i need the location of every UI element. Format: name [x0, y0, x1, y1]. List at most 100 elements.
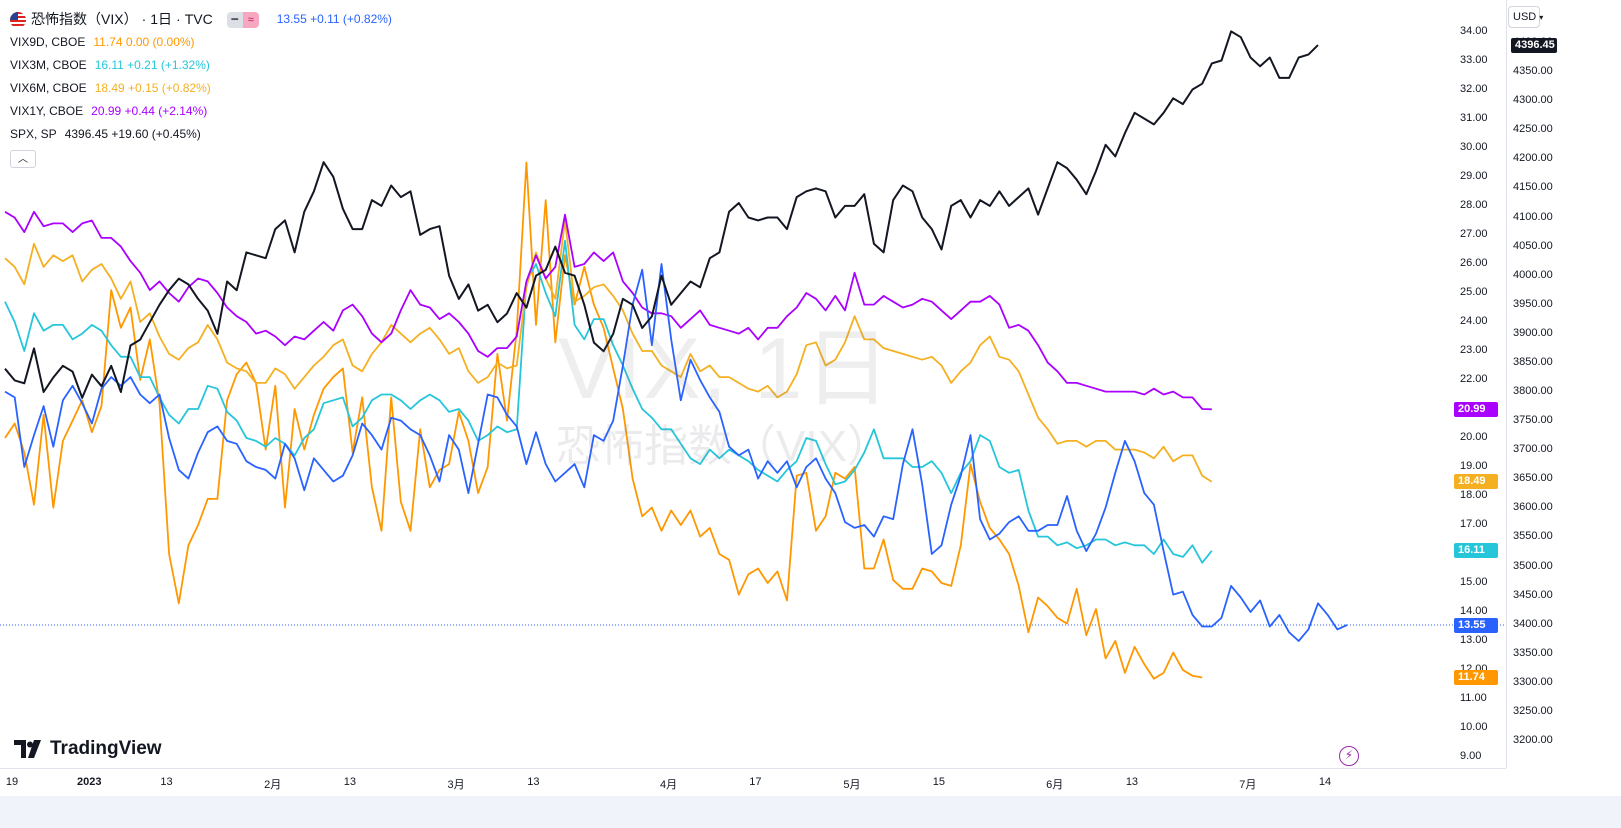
left-axis-tick: 33.00 — [1460, 54, 1488, 66]
x-axis-tick: 3月 — [447, 779, 465, 791]
main-quote: 13.55 +0.11 (+0.82%) — [276, 12, 392, 26]
name-watermark: 恐怖指数（VIX） — [556, 422, 891, 471]
right-axis-tick: 4250.00 — [1513, 123, 1553, 136]
legend-item[interactable]: SPX, SP 4396.45 +19.60 (+0.45%) — [10, 123, 392, 146]
wave-icon[interactable]: ≈ — [242, 11, 259, 28]
legend-quote: 16.11 +0.21 (+1.32%) — [94, 58, 210, 72]
left-axis-tick: 9.00 — [1460, 750, 1482, 762]
x-axis-tick: 14 — [1318, 776, 1332, 788]
separator-dot: · — [176, 11, 181, 27]
left-axis-tick: 19.00 — [1460, 460, 1488, 472]
right-axis-tick: 3450.00 — [1513, 588, 1553, 601]
price-tag-vix1y: 20.99 — [1454, 401, 1498, 417]
right-axis-tick: 3650.00 — [1513, 472, 1553, 485]
plot-area[interactable] — [0, 0, 1506, 768]
x-axis-tick: 4月 — [659, 779, 678, 791]
x-axis-tick: 17 — [749, 776, 762, 788]
legend: 恐怖指数（VIX） · 1日 · TVC ━ ≈ 13.55 +0.11 (+0… — [10, 8, 392, 168]
left-axis-tick: 15.00 — [1460, 576, 1488, 588]
indicator-pill[interactable]: ━ ≈ — [226, 11, 259, 28]
left-axis-tick: 31.00 — [1460, 112, 1488, 124]
series-line-vix9d[interactable] — [4, 161, 1203, 680]
series-line-vix3m[interactable] — [4, 239, 1213, 564]
left-axis-tick: 23.00 — [1460, 344, 1488, 356]
x-axis-tick: 13 — [527, 776, 540, 788]
us-flag-icon — [10, 11, 26, 28]
legend-quote: 11.74 0.00 (0.00%) — [93, 35, 195, 49]
exchange-label: TVC — [184, 11, 213, 27]
x-axis-tick: 2月 — [264, 779, 282, 791]
legend-item[interactable]: VIX9D, CBOE 11.74 0.00 (0.00%) — [10, 31, 392, 54]
left-axis-tick: 10.00 — [1460, 721, 1488, 733]
right-price-axis[interactable] — [1506, 0, 1621, 768]
series-line-vix[interactable] — [4, 263, 1348, 642]
series-line-vix6m[interactable] — [4, 219, 1213, 483]
price-tag-vix3m: 16.11 — [1454, 543, 1498, 559]
right-axis-tick: 4150.00 — [1513, 181, 1553, 194]
right-axis-tick: 3750.00 — [1513, 414, 1553, 427]
legend-symbol: VIX9D, CBOE — [10, 35, 86, 49]
left-axis-tick: 30.00 — [1460, 141, 1488, 153]
x-axis-tick: 6月 — [1046, 779, 1064, 791]
left-axis-tick: 29.00 — [1460, 170, 1488, 182]
legend-symbol: VIX3M, CBOE — [10, 58, 87, 72]
right-axis-tick: 3950.00 — [1513, 297, 1553, 310]
x-axis-tick: 13 — [343, 776, 357, 788]
price-tag-spx: 4396.45 — [1511, 37, 1557, 53]
left-axis-tick: 32.00 — [1460, 83, 1488, 95]
tradingview-logo-icon — [14, 740, 44, 758]
legend-symbol: SPX, SP — [10, 127, 57, 141]
x-axis-tick: 19 — [5, 776, 19, 788]
tradingview-logo[interactable]: TradingView — [14, 738, 162, 760]
series-line-vix1y[interactable] — [4, 210, 1212, 411]
collapse-legend-button[interactable]: ︿ — [10, 150, 36, 168]
left-axis-tick: 24.00 — [1460, 315, 1488, 327]
price-tag-vix6m: 18.49 — [1454, 474, 1498, 490]
left-axis-tick: 27.00 — [1460, 228, 1488, 240]
right-axis-tick: 4350.00 — [1513, 65, 1553, 78]
main-symbol-row[interactable]: 恐怖指数（VIX） · 1日 · TVC ━ ≈ 13.55 +0.11 (+0… — [10, 8, 392, 31]
symbol-title: 恐怖指数（VIX） — [31, 11, 138, 27]
legend-item[interactable]: VIX6M, CBOE 18.49 +0.15 (+0.82%) — [10, 77, 392, 100]
legend-item[interactable]: VIX1Y, CBOE 20.99 +0.44 (+2.14%) — [10, 100, 392, 123]
left-axis-tick: 13.00 — [1460, 634, 1488, 646]
right-axis-tick: 3350.00 — [1513, 646, 1553, 659]
x-axis-tick: 5月 — [843, 779, 861, 791]
legend-quote: 18.49 +0.15 (+0.82%) — [94, 81, 211, 95]
legend-quote: 20.99 +0.44 (+2.14%) — [91, 104, 208, 118]
right-axis-tick: 4000.00 — [1513, 268, 1553, 281]
left-axis-tick: 25.00 — [1460, 286, 1488, 298]
x-axis-tick: 13 — [160, 776, 173, 788]
compare-icon[interactable]: ━ — [226, 11, 243, 28]
left-axis-tick: 11.00 — [1460, 692, 1487, 704]
left-axis-tick: 18.00 — [1460, 489, 1488, 501]
left-axis-tick: 26.00 — [1460, 257, 1488, 269]
lightning-icon[interactable]: ⚡ — [1339, 746, 1359, 766]
left-axis-tick: 14.00 — [1460, 605, 1488, 617]
legend-item[interactable]: VIX3M, CBOE 16.11 +0.21 (+1.32%) — [10, 54, 392, 77]
right-axis-tick: 3850.00 — [1513, 355, 1553, 368]
right-axis-tick: 3400.00 — [1513, 617, 1553, 630]
series-line-spx[interactable] — [4, 30, 1319, 399]
right-axis-tick: 3300.00 — [1513, 675, 1553, 688]
price-tag-vix9d: 11.74 — [1454, 670, 1498, 686]
bottom-toolbar — [0, 796, 1621, 828]
right-axis-tick: 3500.00 — [1513, 559, 1553, 572]
legend-quote: 4396.45 +19.60 (+0.45%) — [64, 127, 201, 141]
legend-symbol: VIX1Y, CBOE — [10, 104, 84, 118]
legend-symbol: VIX6M, CBOE — [10, 81, 87, 95]
time-axis[interactable] — [0, 768, 1506, 796]
right-axis-tick: 4300.00 — [1513, 94, 1553, 107]
right-axis-tick: 4200.00 — [1513, 152, 1553, 165]
x-axis-tick: 15 — [932, 776, 945, 788]
x-axis-tick: 2023 — [76, 776, 102, 788]
brand-label: TradingView — [50, 738, 162, 759]
price-tag-vix: 13.55 — [1454, 617, 1498, 633]
right-axis-tick: 3800.00 — [1513, 385, 1553, 397]
left-axis-tick: 17.00 — [1460, 518, 1488, 530]
left-axis-tick: 28.00 — [1460, 199, 1488, 211]
x-axis-tick: 13 — [1125, 776, 1139, 788]
right-axis-tick: 4050.00 — [1513, 239, 1553, 252]
currency-button[interactable]: USD — [1508, 6, 1540, 28]
